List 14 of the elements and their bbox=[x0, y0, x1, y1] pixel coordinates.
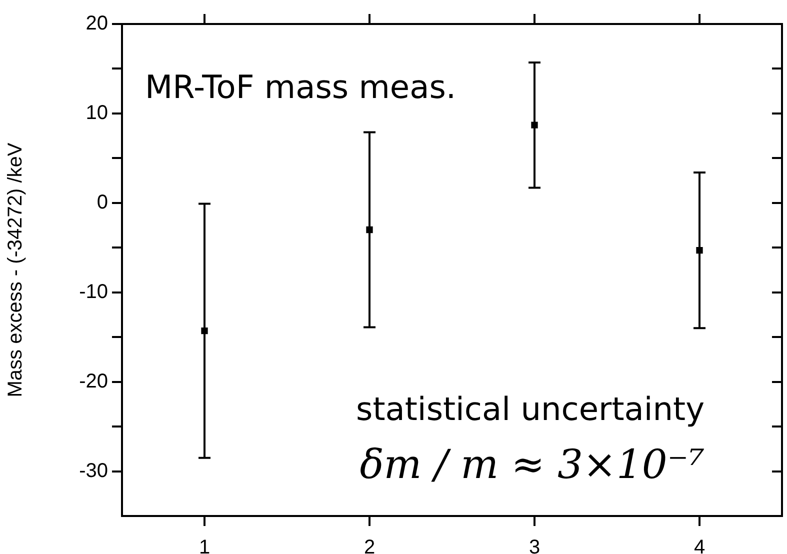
y-tick-label: -20 bbox=[79, 370, 108, 392]
x-tick-label: 1 bbox=[198, 536, 210, 554]
y-tick-label: 20 bbox=[86, 12, 108, 35]
y-tick-label: 0 bbox=[96, 191, 108, 214]
y-axis-title: Mass excess - (-34272) /keV bbox=[4, 142, 27, 398]
y-tick-label: -30 bbox=[79, 460, 108, 482]
x-tick-label: 4 bbox=[694, 536, 706, 554]
annotation: MR-ToF mass meas. bbox=[145, 68, 456, 106]
x-tick-label: 3 bbox=[528, 536, 540, 554]
annotation: statistical uncertainty bbox=[356, 390, 704, 428]
x-tick-label: 2 bbox=[364, 536, 376, 554]
y-tick-label: -10 bbox=[79, 280, 108, 303]
y-tick-label: 10 bbox=[86, 102, 108, 124]
annotation: δm / m ≈ 3×10⁻⁷ bbox=[360, 442, 704, 488]
